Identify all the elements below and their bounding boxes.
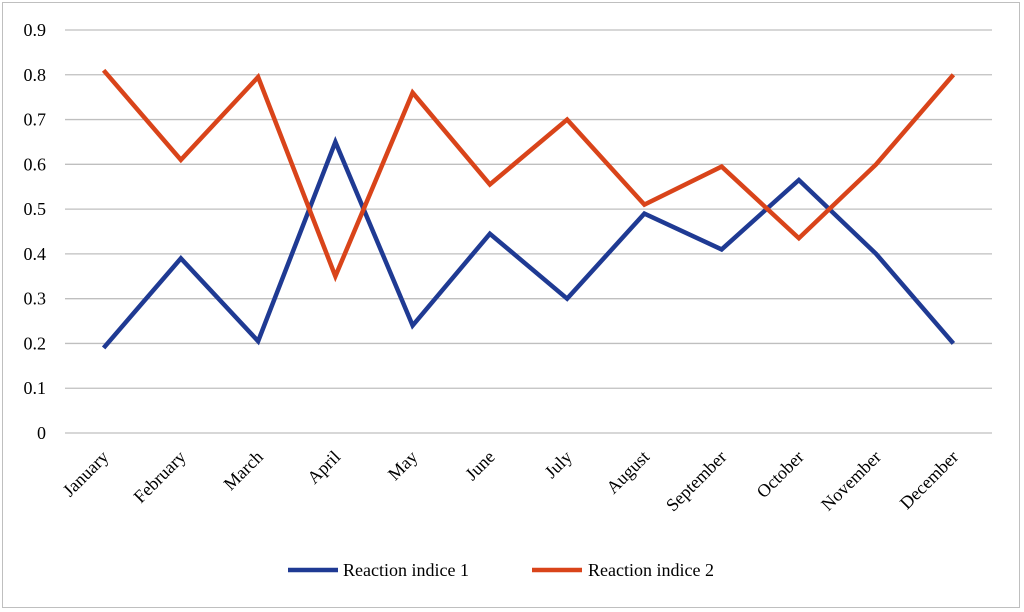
- y-tick-label: 0.5: [24, 199, 47, 219]
- x-axis-tick-labels: January February March April May June July Augu…: [59, 447, 962, 516]
- y-tick-label: 0.3: [24, 289, 47, 309]
- y-tick-label: 0: [37, 423, 46, 443]
- y-tick-label: 0.8: [24, 65, 47, 85]
- x-tick-label-july: July: [541, 447, 576, 482]
- gridlines: [65, 29, 992, 434]
- x-tick-label-june: June: [461, 447, 498, 484]
- y-tick-label: 0.4: [24, 244, 47, 264]
- x-tick-label-february: February: [130, 447, 190, 507]
- x-tick-label-november: November: [817, 447, 885, 515]
- x-tick-label-may: May: [384, 447, 421, 484]
- x-tick-label-january: January: [59, 447, 113, 501]
- y-tick-label: 0.7: [24, 110, 47, 130]
- x-tick-label-march: March: [220, 447, 267, 494]
- legend-label-2: Reaction indice 2: [588, 560, 714, 580]
- series-lines: [101, 68, 956, 350]
- series-line-2: [101, 68, 956, 283]
- x-tick-label-august: August: [602, 447, 653, 498]
- x-tick-label-september: September: [662, 447, 731, 516]
- x-tick-label-october: October: [753, 447, 808, 502]
- y-tick-label: 0.1: [24, 378, 47, 398]
- legend-label-1: Reaction indice 1: [343, 560, 469, 580]
- legend: Reaction indice 1 Reaction indice 2: [288, 560, 714, 580]
- y-tick-label: 0.9: [24, 20, 47, 40]
- y-tick-label: 0.2: [24, 333, 47, 353]
- y-tick-label: 0.6: [24, 154, 47, 174]
- x-tick-label-december: December: [896, 447, 962, 513]
- series-line-1: [101, 135, 956, 350]
- x-tick-label-april: April: [303, 447, 344, 488]
- y-axis-tick-labels: 0 0.1 0.2 0.3 0.4 0.5 0.6 0.7 0.8 0.9: [24, 20, 47, 443]
